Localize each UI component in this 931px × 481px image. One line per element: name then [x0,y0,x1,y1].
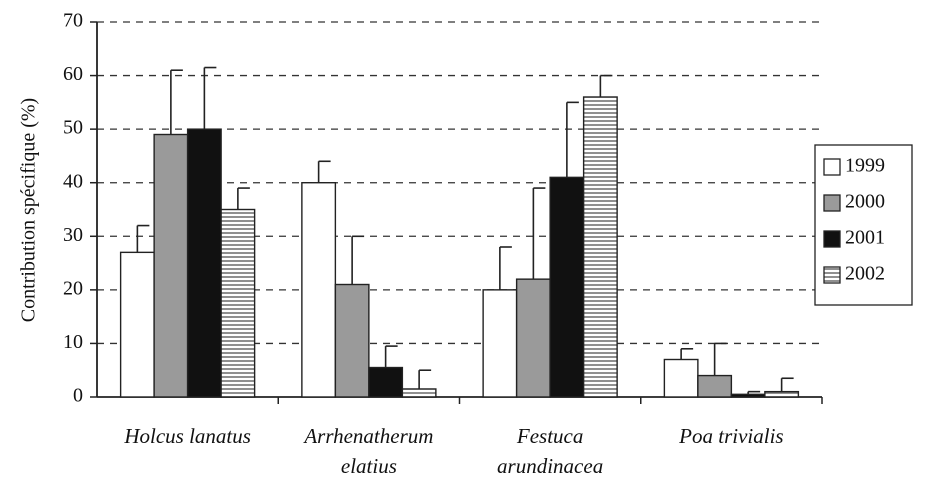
legend-swatch [823,158,841,176]
legend-label: 2002 [845,263,885,285]
bar [220,208,256,398]
bar [401,388,437,398]
y-tick-label: 40 [63,170,83,192]
legend-label: 1999 [845,155,885,177]
y-tick-label: 70 [63,10,83,32]
x-tick-label: Arrhenatherum elatius [302,424,433,478]
bar [334,283,370,398]
y-tick-label: 50 [63,117,83,139]
x-tick-label: Festuca arundinacea [497,424,603,478]
bar [482,289,518,398]
bar [764,390,800,398]
y-tick-label: 60 [63,63,83,85]
y-axis-title: Contribution spécifique (%) [18,98,40,322]
y-tick-label: 0 [73,385,83,407]
y-tick-label: 10 [63,331,83,353]
legend-swatch [823,194,841,212]
bar [186,128,222,398]
bar [301,182,337,398]
legend-swatch [823,266,841,284]
bar [153,133,189,398]
bar [515,278,551,398]
y-tick-label: 30 [63,224,83,246]
bar [368,366,404,398]
bar [549,176,585,398]
bar [663,358,699,398]
bar [582,96,618,398]
bar [730,393,766,398]
x-tick-label: Holcus lanatus [123,424,251,448]
legend-label: 2000 [845,191,885,213]
legend-label: 2001 [845,227,885,249]
bar [697,374,733,398]
x-tick-label: Poa trivialis [678,424,783,448]
legend-swatch [823,230,841,248]
y-tick-label: 20 [63,277,83,299]
bar [119,251,155,398]
